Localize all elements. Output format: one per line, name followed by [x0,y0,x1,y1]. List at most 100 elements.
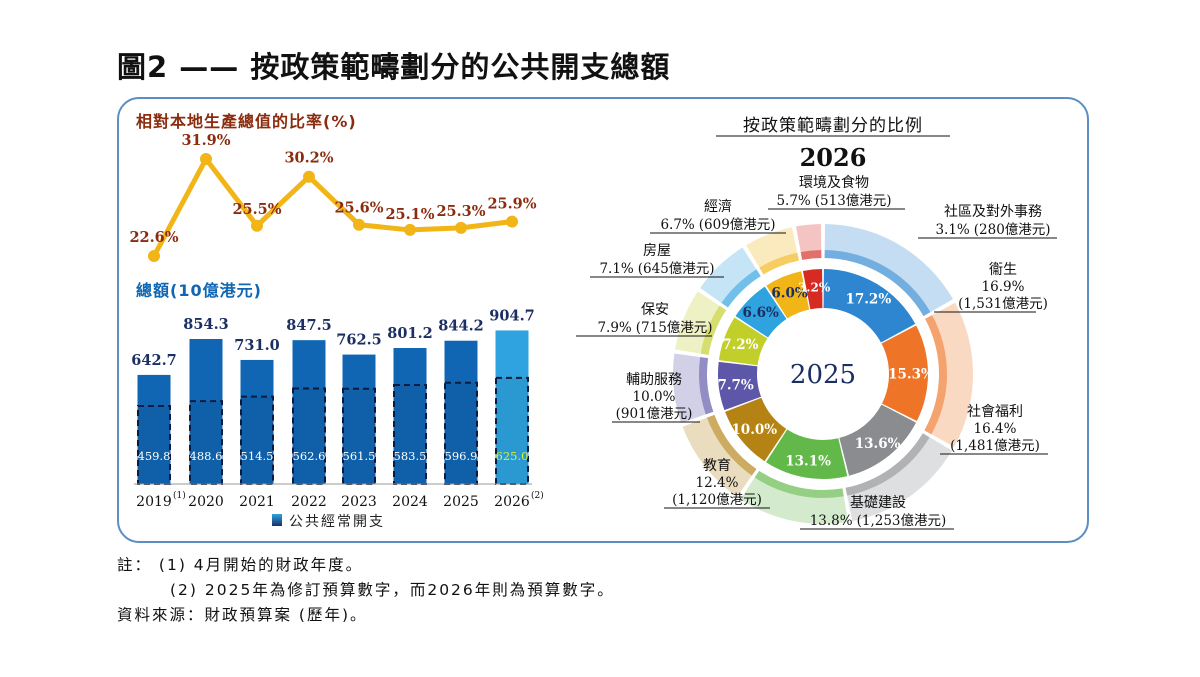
outer-label-amount: (715億港元) [636,320,713,336]
recurrent-value-label: 514.5 [241,449,274,463]
outer-ring-inner-edge [845,433,930,496]
year-tick-label: 2024 [392,494,428,510]
total-value-label: 844.2 [438,318,483,335]
inner-ring-label: 6.0% [771,286,807,302]
source-note: 資料來源：財政預算案 (歷年)。 [117,606,368,624]
gdp-ratio-label: 25.5% [232,201,281,218]
total-expenditure-bar [444,340,478,484]
outer-label-pct: 6.7% [660,217,694,233]
year-footnote-marker: (2) [531,490,544,501]
inner-ring-segment [839,404,917,476]
outer-label-group: 環境及食物 5.7% (513億港元) [768,174,905,210]
note-2: (2) 2025年為修訂預算數字，而2026年則為預算數字。 [170,581,615,599]
year-tick-label: 2023 [341,494,377,510]
gdp-ratio-label: 25.3% [436,203,485,220]
recurrent-expenditure-bar [393,383,427,485]
total-expenditure-bar [393,348,427,484]
gdp-ratio-point [404,223,416,236]
outer-label-values: 13.8% (1,253億港元) [810,513,947,529]
total-expenditure-bar [240,359,274,484]
total-value-label: 847.5 [286,317,331,334]
outer-label-pct: 7.1% [599,261,633,277]
legend-label: 公共經常開支 [289,514,385,530]
inner-ring-segment [735,286,787,338]
outer-label-name: 教育 [703,458,731,474]
inner-ring-segment [766,271,810,319]
recurrent-expenditure-bar [342,387,376,486]
outer-label-pct: 16.4% [974,421,1017,437]
inner-ring-label: 3.2% [798,280,831,294]
legend-swatch [272,514,282,526]
outer-label-pct: 5.7% [776,193,810,209]
year-tick-label: 2025 [443,494,479,510]
recurrent-expenditure-bar [189,400,223,486]
inner-ring-label: 6.6% [743,305,779,321]
total-value-label: 904.7 [489,307,534,324]
outer-label-pct: 10.0% [633,389,676,405]
outer-label-values: 7.9% (715億港元) [597,320,712,336]
gdp-ratio-point [200,153,212,165]
outer-ring-segment [682,414,757,497]
gdp-ratio-label: 25.6% [334,200,383,217]
gdp-ratio-line [151,156,513,258]
outer-label-amount: (1,120億港元) [672,492,762,508]
recurrent-expenditure-bar [444,381,478,485]
donut-year-2026: 2026 [800,143,867,172]
gdp-ratio-point [455,221,467,234]
recurrent-expenditure-bar [292,387,326,486]
outer-label-amount: (1,253億港元) [857,513,947,529]
outer-label-name: 經濟 [704,199,732,215]
outer-label-group: 社區及對外事務 3.1% (280億港元) [918,204,1057,239]
donut-center [760,311,886,437]
year-tick-label: 2020 [188,494,224,510]
inner-ring-segment [881,325,928,422]
inner-ring-label: 7.7% [717,377,753,393]
outer-label-values: 7.1% (645億港元) [599,261,714,277]
inner-ring-segment [725,397,787,462]
outer-label-name: 社區及對外事務 [944,204,1042,220]
outer-label-amount: (513億港元) [815,193,892,209]
inner-ring-label: 17.2% [845,292,891,308]
policy-area-donut: 17.2% 15.3% 13.6% 13.1% 10.0% 7.7% 7.2% 6.6% 6.0… [673,224,973,524]
outer-ring-segment [845,433,953,522]
note-1: 註： (1) 4月開始的財政年度。 [117,556,364,574]
outer-label-pct: 12.4% [696,475,739,491]
outer-label-amount: (1,531億港元) [958,296,1048,312]
outer-label-amount: (1,481億港元) [950,438,1040,454]
gdp-ratio-label: 30.2% [284,150,333,167]
inner-ring-segment [766,429,848,480]
total-value-label: 801.2 [387,325,432,342]
outer-ring-inner-edge [800,250,822,260]
inner-ring-segment [823,269,916,343]
year-footnote-marker: (1) [173,490,186,501]
outer-ring-inner-edge [706,414,757,476]
outer-ring-inner-edge [721,269,761,308]
expenditure-bar-chart: 642.7 459.8 2019 (1) 854.3 488.6 2020 731.0 514.… [131,307,543,510]
gdp-ratio-label: 25.9% [487,196,536,213]
gdp-ratio-label: 22.6% [129,229,178,246]
outer-label-name: 社會福利 [967,404,1023,420]
outer-ring-inner-edge [699,357,714,415]
gdp-ratio-line-chart: 22.6% 31.9% 25.5% 30.2% 25.6% 25.1% 25.3% 25.9% [129,132,537,262]
outer-label-pct: 3.1% [935,222,969,238]
inner-ring-label: 13.1% [785,454,831,470]
outer-label-name: 衞生 [989,262,1017,278]
outer-ring-inner-edge [824,250,931,317]
recurrent-value-label: 583.5 [394,449,427,463]
outer-label-values: 6.7% (609億港元) [660,217,775,233]
outer-label-amount: (280億港元) [974,222,1051,238]
outer-label-amount: (645億港元) [638,261,715,277]
recurrent-expenditure-bar [495,376,529,486]
total-expenditure-bar [495,330,529,484]
recurrent-value-label: 561.5 [343,449,376,463]
outer-ring-segment [700,247,761,308]
outer-label-amount: (901億港元) [616,406,693,422]
inner-ring-label: 7.2% [722,337,758,353]
gdp-ratio-point [303,170,315,183]
outer-ring-inner-edge [700,305,727,355]
notes-block: 註： (1) 4月開始的財政年度。 (2) 2025年為修訂預算數字，而2026… [117,553,615,628]
